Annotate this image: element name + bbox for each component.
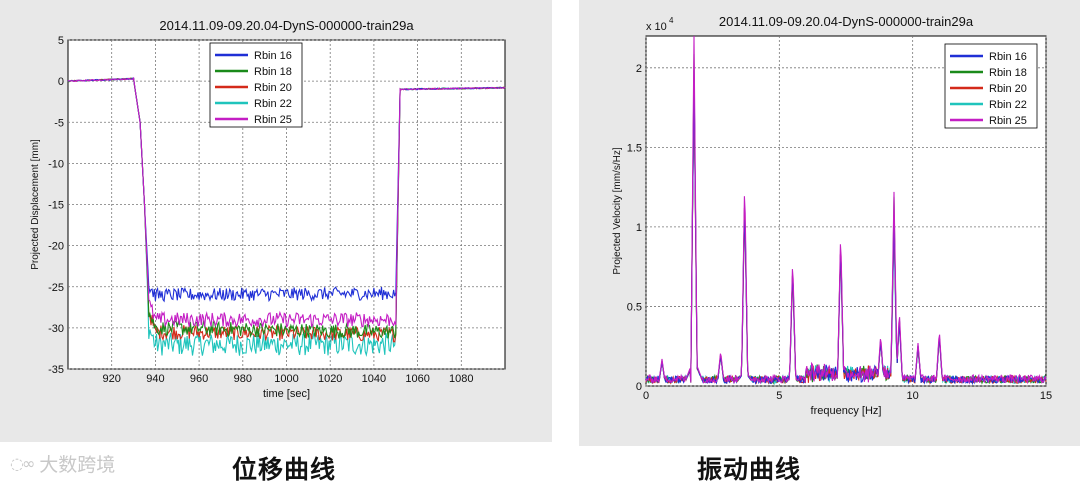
x-axis-label: frequency [Hz] [811,405,882,417]
x-tick-label: 1020 [318,373,342,385]
series-line-5 [67,76,506,329]
x-tick-label: 940 [146,373,164,385]
legend-entry: Rbin 22 [254,98,292,110]
x-tick-label: 960 [190,373,208,385]
x-tick-label: 1060 [405,373,429,385]
legend-entry: Rbin 25 [254,114,292,126]
y-axis-label: Projected Displacement [mm] [30,139,41,270]
series-line-5 [645,35,1047,385]
legend-box [209,42,303,128]
watermark-logo-icon: ◌∞ [10,454,35,473]
y-tick-label: -10 [48,158,64,170]
y-tick-label: 1 [636,222,642,234]
x-tick-label: 980 [234,373,252,385]
caption-displacement: 位移曲线 [232,455,337,484]
legend-entry: Rbin 18 [989,67,1027,79]
displacement-chart-panel: 920 940 960 980 1000 1020 1040 1060 1080 5 0 -5 -10 -… [0,0,552,442]
x-tick-label: 5 [776,390,782,402]
y-tick-label: 0 [636,381,642,393]
y-tick-label: -30 [48,323,64,335]
x-tick-label: 10 [907,390,919,402]
velocity-chart: 0 5 10 15 2 1.5 1 0.5 0 2014.11.09-09.20.04-DynS-… [612,14,1052,417]
x-tick-label: 920 [103,373,121,385]
y-tick-label: -5 [54,117,64,129]
y-tick-label: 2 [636,63,642,75]
chart-title: 2014.11.09-09.20.04-DynS-000000-train29a [719,14,974,29]
caption-velocity: 振动曲线 [697,455,802,484]
legend-entry: Rbin 22 [989,99,1027,111]
y-tick-label: -20 [48,241,64,253]
x-tick-label: 0 [643,390,649,402]
watermark: ◌∞ 大数跨境 [10,450,115,477]
y-tick-label: 5 [58,35,64,47]
legend-entry: Rbin 20 [254,82,292,94]
y-tick-label: -25 [48,282,64,294]
x-tick-label: 15 [1040,390,1052,402]
legend-entry: Rbin 16 [989,51,1027,63]
y-exponent-power: 4 [669,16,674,25]
y-tick-label: -15 [48,200,64,212]
legend-entry: Rbin 25 [989,115,1027,127]
y-exponent-label: x 10 [646,21,667,33]
legend-box [944,43,1038,129]
y-tick-label: 0.5 [627,301,642,313]
y-tick-label: -35 [48,364,64,376]
x-axis-label: time [sec] [263,388,310,400]
x-tick-label: 1040 [362,373,386,385]
x-tick-label: 1000 [274,373,298,385]
y-tick-label: 1.5 [627,142,642,154]
y-tick-label: 0 [58,76,64,88]
legend-entry: Rbin 18 [254,66,292,78]
chart-title: 2014.11.09-09.20.04-DynS-000000-train29a [159,18,414,33]
legend-entry: Rbin 20 [989,83,1027,95]
displacement-chart: 920 940 960 980 1000 1020 1040 1060 1080 5 0 -5 -10 -… [30,18,506,400]
x-tick-label: 1080 [449,373,473,385]
watermark-text: 大数跨境 [39,454,116,476]
legend-entry: Rbin 16 [254,50,292,62]
y-axis-label: Projected Velocity [mm/s/Hz] [612,147,623,274]
velocity-chart-panel: 0 5 10 15 2 1.5 1 0.5 0 2014.11.09-09.20.04-DynS-… [579,0,1080,446]
